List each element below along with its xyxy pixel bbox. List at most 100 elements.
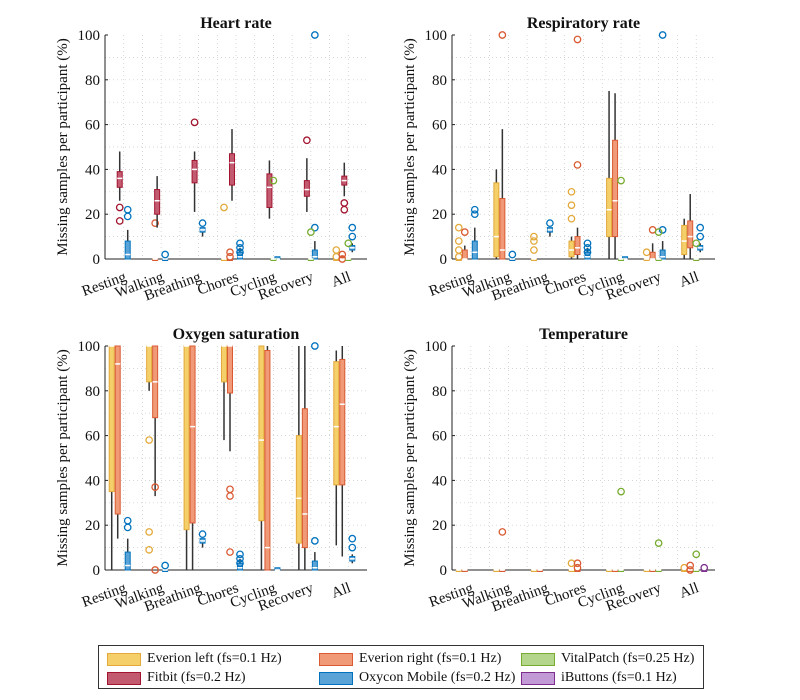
box-iqr bbox=[116, 171, 123, 188]
x-tick-label-all: All bbox=[330, 269, 353, 291]
box-resting-ox bbox=[123, 516, 132, 571]
box-all-vp bbox=[344, 239, 353, 261]
box-iqr bbox=[568, 240, 575, 258]
y-tick-label: 20 bbox=[85, 207, 100, 223]
box-all-el bbox=[681, 218, 688, 259]
box-recovery-ox bbox=[311, 31, 319, 260]
box-all-ox bbox=[348, 223, 357, 253]
box-walking-ox bbox=[161, 561, 169, 572]
box-breathing-el bbox=[183, 345, 190, 570]
y-tick-label: 60 bbox=[85, 429, 100, 445]
outlier bbox=[220, 203, 228, 212]
outlier bbox=[338, 250, 347, 259]
legend-swatch-oxycon-mobile bbox=[319, 671, 353, 685]
outlier bbox=[696, 232, 705, 241]
y-tick-label: 40 bbox=[85, 162, 100, 178]
outlier bbox=[617, 487, 625, 496]
box-all-er bbox=[686, 561, 695, 574]
outlier bbox=[470, 205, 479, 214]
box-chores-fb bbox=[229, 129, 235, 201]
box-iqr bbox=[183, 345, 190, 531]
box-chores-er bbox=[226, 248, 234, 261]
box-chores-el bbox=[567, 187, 576, 259]
box-chores-el bbox=[221, 345, 227, 441]
box-recovery-ox bbox=[658, 31, 667, 260]
y-tick-label: 100 bbox=[78, 28, 101, 44]
box-walking-er bbox=[498, 31, 507, 260]
box-chores-ox bbox=[236, 239, 244, 260]
box-walking-er bbox=[498, 528, 507, 572]
box-iqr bbox=[339, 358, 346, 486]
box-iqr bbox=[189, 345, 196, 524]
panel-temperature: 020406080100RestingWalkingBreathingChore… bbox=[402, 326, 715, 615]
box-cycling-vp bbox=[617, 176, 625, 261]
box-iqr bbox=[146, 345, 153, 383]
box-cycling-el bbox=[606, 569, 613, 572]
y-tick-label: 20 bbox=[432, 518, 447, 534]
box-breathing-ox bbox=[198, 530, 207, 548]
box-iqr bbox=[154, 189, 161, 215]
box-iqr bbox=[311, 249, 318, 260]
outlier bbox=[123, 212, 132, 221]
box-resting-er bbox=[461, 569, 468, 572]
box-recovery-el bbox=[295, 346, 302, 570]
outlier bbox=[340, 205, 349, 214]
box-cycling-vp bbox=[617, 487, 625, 572]
box-cycling-fb bbox=[266, 160, 273, 219]
box-iqr bbox=[471, 240, 478, 260]
box-walking-er bbox=[151, 219, 159, 261]
box-chores-er bbox=[573, 559, 582, 572]
box-cycling-vp bbox=[269, 176, 278, 261]
outlier bbox=[226, 252, 234, 261]
y-tick-label: 60 bbox=[432, 429, 447, 445]
outlier bbox=[311, 342, 319, 350]
outlier bbox=[226, 492, 234, 500]
outlier bbox=[198, 530, 207, 539]
legend-label-ibuttons: iButtons (fs=0.1 Hz) bbox=[561, 670, 677, 685]
box-chores-er bbox=[573, 35, 582, 259]
panel-title: Oxygen saturation bbox=[173, 326, 300, 343]
y-tick-label: 0 bbox=[93, 563, 101, 579]
box-iqr bbox=[221, 345, 227, 383]
outlier bbox=[583, 239, 592, 248]
outlier bbox=[454, 237, 463, 245]
box-cycling-ox bbox=[274, 567, 281, 571]
box-iqr bbox=[687, 220, 694, 249]
y-axis-label: Missing samples per participant (%) bbox=[55, 38, 71, 255]
x-tick-label-all: All bbox=[330, 580, 353, 602]
box-iqr bbox=[681, 224, 688, 256]
outlier bbox=[348, 223, 357, 232]
legend-item-everion-left: Everion left (fs=0.1 Hz) bbox=[107, 651, 282, 667]
legend-item-everion-right: Everion right (fs=0.1 Hz) bbox=[319, 651, 501, 667]
y-tick-label: 80 bbox=[85, 73, 100, 89]
x-tick-label-all: All bbox=[678, 269, 701, 291]
box-iqr bbox=[114, 345, 121, 515]
box-walking-ox bbox=[161, 250, 169, 261]
box-resting-er bbox=[460, 228, 469, 260]
legend-item-vitalpatch: VitalPatch (fs=0.25 Hz) bbox=[521, 651, 694, 667]
legend-swatch-ibuttons bbox=[521, 671, 555, 685]
legend-label-fitbit: Fitbit (fs=0.2 Hz) bbox=[147, 670, 246, 685]
box-cycling-er bbox=[264, 346, 271, 571]
box-recovery-er bbox=[301, 346, 308, 570]
panel-title: Temperature bbox=[539, 326, 628, 343]
box-cycling-el bbox=[258, 345, 265, 570]
box-recovery-er bbox=[648, 226, 657, 260]
box-breathing-er bbox=[189, 345, 196, 570]
box-recovery-er bbox=[649, 569, 656, 572]
outlier bbox=[348, 543, 357, 552]
outlier bbox=[696, 223, 705, 232]
y-tick-label: 40 bbox=[432, 473, 447, 489]
box-all-ib bbox=[700, 563, 709, 572]
y-axis-label: Missing samples per participant (%) bbox=[402, 38, 418, 255]
outlier bbox=[151, 483, 159, 491]
box-resting-el bbox=[455, 569, 462, 572]
outlier bbox=[654, 539, 663, 547]
outlier bbox=[567, 201, 576, 210]
box-chores-ox bbox=[236, 550, 244, 571]
legend-item-fitbit: Fitbit (fs=0.2 Hz) bbox=[107, 670, 246, 686]
box-walking-el bbox=[493, 569, 500, 572]
panel-heart-rate: 020406080100RestingWalkingBreathingChore… bbox=[55, 15, 367, 304]
legend-item-ibuttons: iButtons (fs=0.1 Hz) bbox=[521, 670, 677, 686]
